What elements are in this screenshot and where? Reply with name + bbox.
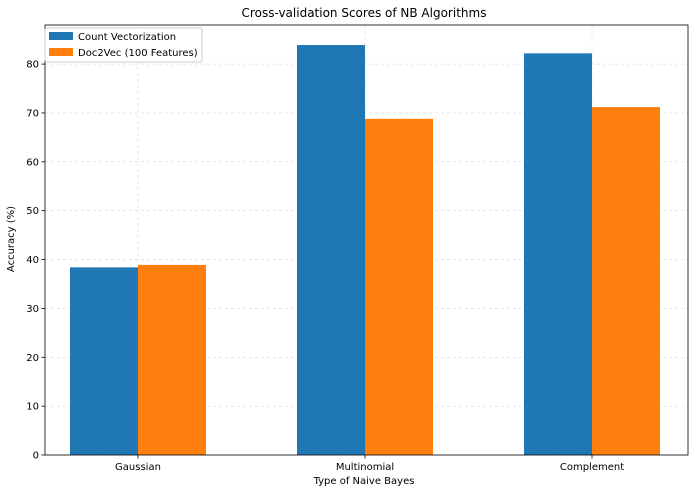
axes-layer	[44, 24, 689, 456]
x-tick-label: Gaussian	[115, 462, 161, 473]
legend-label-count-vectorization: Count Vectorization	[78, 32, 176, 43]
x-axis-label: Type of Naive Bayes	[313, 476, 415, 487]
ticks-layer: 0 10 20 30 40 50 60 70 80 Gaussian Multinomial Comp…	[26, 60, 624, 473]
bar-doc2vec-100-features-gaussian	[138, 264, 206, 455]
legend-box	[44, 27, 203, 63]
bars-layer	[70, 45, 660, 456]
bar-doc2vec-100-features-multinomial	[365, 118, 433, 456]
x-tick-label: Multinomial	[336, 462, 394, 473]
bar-doc2vec-100-features-complement	[592, 107, 660, 455]
bar-count-vectorization-multinomial	[297, 45, 365, 456]
y-tick-label: 0	[33, 451, 39, 462]
y-tick-label: 70	[26, 108, 39, 119]
y-axis-label: Accuracy (%)	[6, 206, 17, 272]
y-tick-label: 50	[26, 206, 39, 217]
y-tick-label: 30	[26, 304, 39, 315]
y-tick-label: 60	[26, 157, 39, 168]
y-tick-label: 20	[26, 353, 39, 364]
bar-count-vectorization-complement	[524, 53, 592, 455]
y-tick-label: 10	[26, 402, 39, 413]
chart-title: Cross-validation Scores of NB Algorithms	[242, 6, 487, 20]
y-tick-label: 80	[26, 60, 39, 71]
x-tick-label: Complement	[560, 462, 624, 473]
legend-label-doc2vec: Doc2Vec (100 Features)	[78, 48, 198, 59]
legend: Count Vectorization Doc2Vec (100 Feature…	[44, 27, 203, 63]
legend-swatch-count-vectorization	[49, 32, 73, 40]
y-tick-label: 40	[26, 255, 39, 266]
bar-count-vectorization-gaussian	[70, 267, 138, 455]
legend-swatch-doc2vec	[49, 48, 73, 56]
plot-frame	[44, 24, 689, 456]
